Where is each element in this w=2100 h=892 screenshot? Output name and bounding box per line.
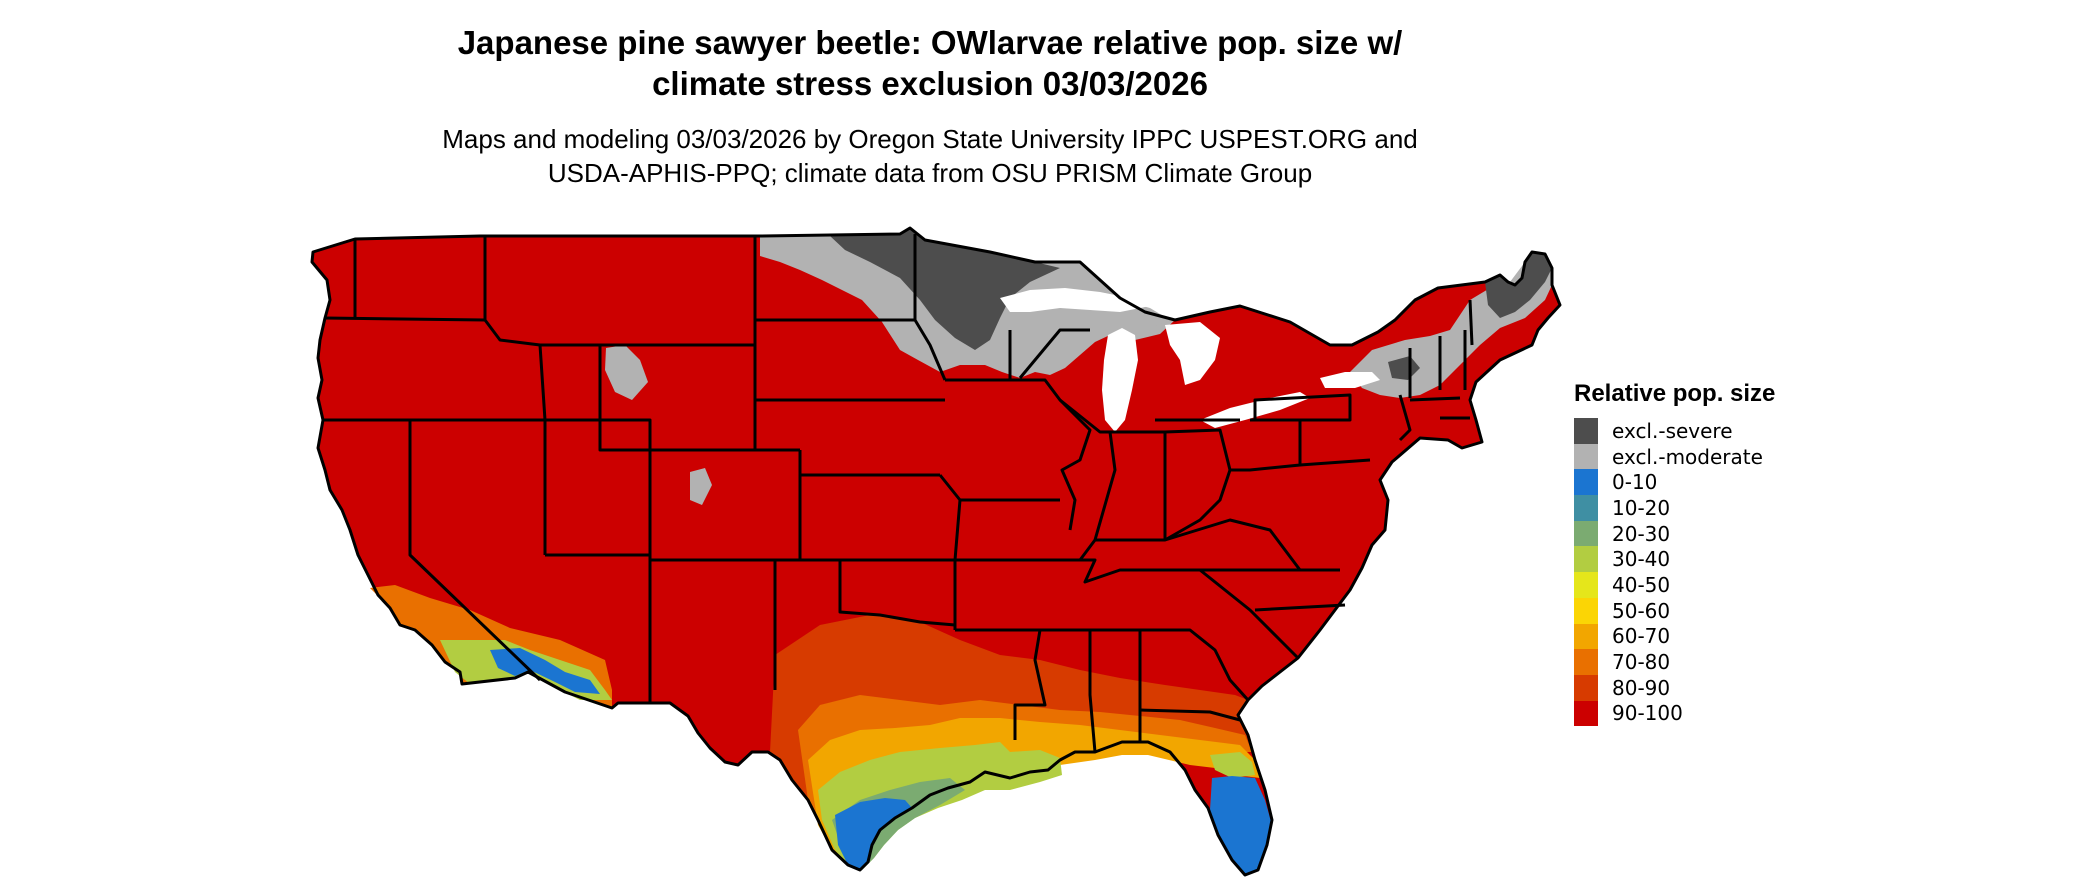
- legend-label: 40-50: [1612, 572, 1671, 597]
- legend-item: 30-40: [1574, 546, 1775, 573]
- legend-swatch: [1574, 674, 1598, 701]
- lake-michigan: [1102, 328, 1138, 432]
- legend-swatch: [1574, 649, 1598, 675]
- zone-0-10-texas: [835, 798, 912, 870]
- map-title: Japanese pine sawyer beetle: OWlarvae re…: [380, 22, 1480, 104]
- legend-swatch: [1574, 520, 1598, 547]
- legend-label: 80-90: [1612, 675, 1671, 700]
- zone-florida-30-40: [1210, 752, 1255, 778]
- legend-swatch: [1574, 418, 1598, 444]
- zone-excl-severe-maine: [1485, 252, 1552, 318]
- legend-swatch: [1574, 572, 1598, 598]
- map-legend: Relative pop. size excl.-severe excl.-mo…: [1574, 380, 1776, 727]
- zone-excl-moderate-wyoming: [605, 345, 648, 400]
- legend-title: Relative pop. size: [1574, 380, 1776, 407]
- subtitle-line-2: USDA-APHIS-PPQ; climate data from OSU PR…: [547, 158, 1313, 188]
- zone-excl-moderate-colorado: [690, 468, 712, 505]
- legend-item: excl.-severe: [1574, 418, 1775, 444]
- legend-label: 0-10: [1612, 470, 1658, 495]
- legend-item: 20-30: [1574, 520, 1775, 547]
- legend-label: 30-40: [1612, 547, 1671, 572]
- legend-swatch: [1574, 623, 1598, 650]
- subtitle-line-1: Maps and modeling 03/03/2026 by Oregon S…: [442, 124, 1418, 154]
- legend-swatch: [1574, 469, 1598, 496]
- legend-item: 10-20: [1574, 495, 1775, 521]
- legend-item: 70-80: [1574, 649, 1775, 675]
- legend-label: 90-100: [1612, 701, 1683, 726]
- legend-swatch: [1574, 546, 1598, 573]
- title-line-2: climate stress exclusion 03/03/2026: [652, 65, 1208, 102]
- legend-item: 60-70: [1574, 623, 1775, 650]
- legend-swatch: [1574, 443, 1598, 470]
- lake-ontario: [1320, 372, 1380, 388]
- legend-item: excl.-moderate: [1574, 443, 1775, 470]
- legend-item: 80-90: [1574, 674, 1775, 701]
- legend-label: 70-80: [1612, 650, 1671, 675]
- map-subtitle: Maps and modeling 03/03/2026 by Oregon S…: [380, 122, 1480, 190]
- legend-item: 40-50: [1574, 572, 1775, 598]
- legend-label: 60-70: [1612, 624, 1671, 649]
- legend-label: 50-60: [1612, 598, 1671, 623]
- title-line-1: Japanese pine sawyer beetle: OWlarvae re…: [457, 24, 1403, 61]
- legend-swatch: [1574, 700, 1598, 727]
- legend-item: 50-60: [1574, 597, 1775, 624]
- legend-label: excl.-severe: [1612, 418, 1733, 443]
- legend-swatch: [1574, 495, 1598, 521]
- lake-huron: [1165, 322, 1220, 385]
- legend-items: excl.-severe excl.-moderate 0-10 10-20 2…: [1574, 418, 1775, 727]
- legend-item: 0-10: [1574, 469, 1775, 496]
- zone-florida-0-10: [1210, 776, 1272, 875]
- legend-label: 10-20: [1612, 495, 1671, 520]
- state-borders: [310, 226, 1562, 877]
- legend-label: excl.-moderate: [1612, 444, 1763, 469]
- lake-superior: [1000, 288, 1150, 312]
- legend-label: 20-30: [1612, 521, 1671, 546]
- legend-item: 90-100: [1574, 700, 1775, 727]
- zone-excl-severe-minnesota: [830, 228, 1060, 350]
- zone-excl-severe-adirondack: [1388, 356, 1420, 380]
- legend-swatch: [1574, 597, 1598, 624]
